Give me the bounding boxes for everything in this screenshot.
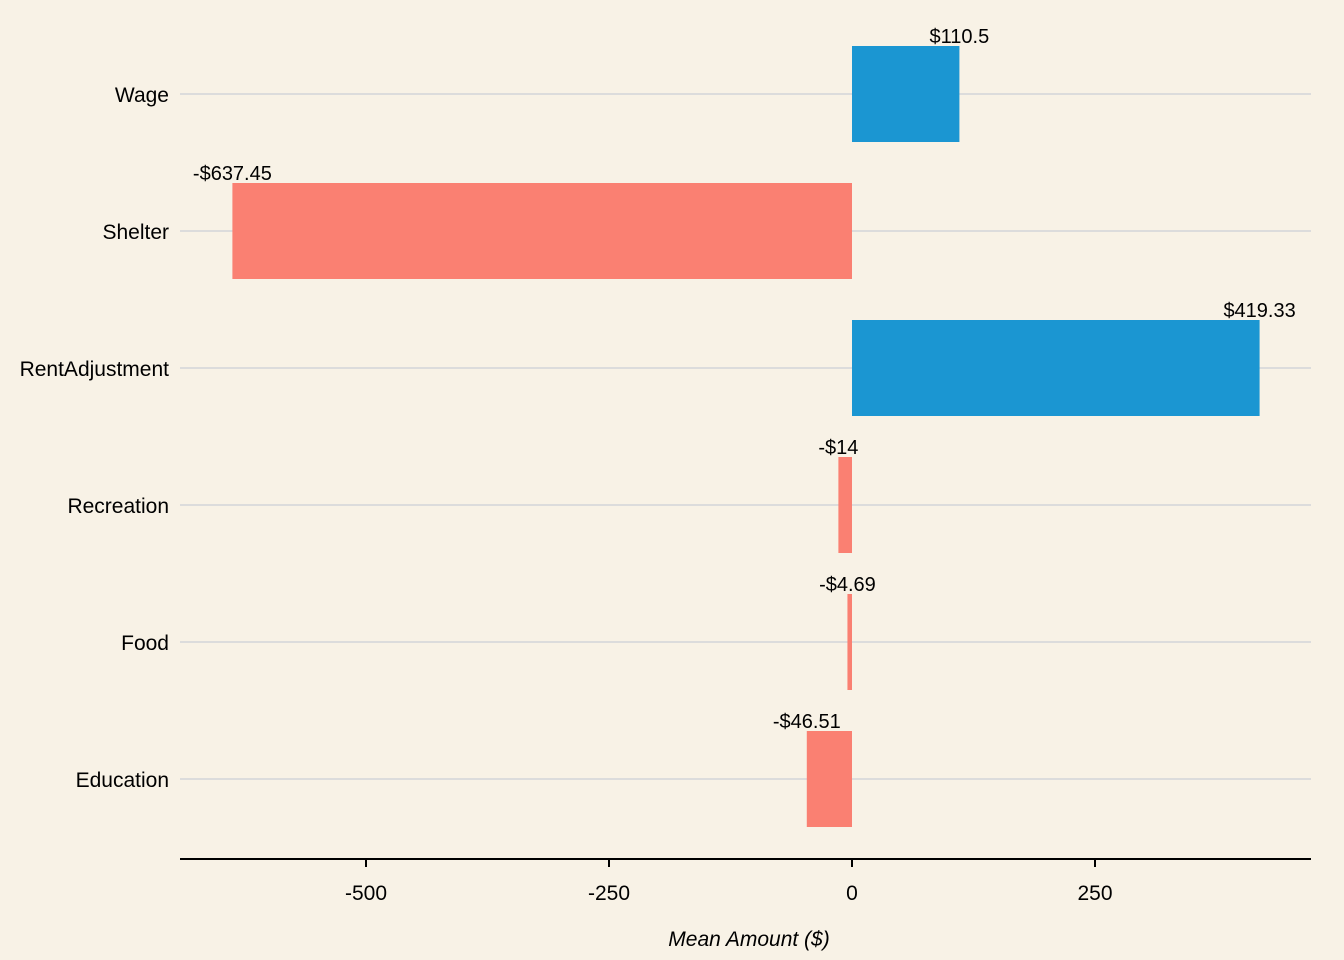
bar-wage xyxy=(852,46,960,142)
data-label-wage: $110.5 xyxy=(930,26,990,48)
category-label-education: Education xyxy=(76,769,169,792)
x-axis-title: Mean Amount ($) xyxy=(668,928,829,951)
bar-education xyxy=(806,731,852,827)
x-tick-label-0: -500 xyxy=(345,882,387,905)
bars xyxy=(232,46,1260,827)
category-label-rentadjustment: RentAdjustment xyxy=(20,358,170,381)
category-label-wage: Wage xyxy=(115,84,169,107)
data-label-food: -$4.69 xyxy=(819,574,876,596)
data-label-recreation: -$14 xyxy=(818,437,858,459)
x-tick-label-1: -250 xyxy=(588,882,630,905)
data-label-education: -$46.51 xyxy=(773,711,841,733)
bar-food xyxy=(847,594,852,690)
data-label-rentadjustment: $419.33 xyxy=(1223,300,1295,322)
x-tick-label-3: 250 xyxy=(1077,882,1112,905)
category-label-recreation: Recreation xyxy=(67,495,169,518)
bar-recreation xyxy=(838,457,852,553)
data-label-shelter: -$637.45 xyxy=(193,163,272,185)
bar-shelter xyxy=(232,183,852,279)
category-label-shelter: Shelter xyxy=(102,221,169,244)
x-tick-label-2: 0 xyxy=(846,882,858,905)
x-axis: -500 -250 0 250 xyxy=(180,858,1311,905)
data-labels: $110.5 -$637.45 $419.33 -$14 -$4.69 -$46.51 xyxy=(193,26,1296,733)
bar-rentadjustment xyxy=(852,320,1260,416)
category-label-food: Food xyxy=(121,632,169,655)
category-labels: Wage Shelter RentAdjustment Recreation Food E… xyxy=(20,84,170,792)
